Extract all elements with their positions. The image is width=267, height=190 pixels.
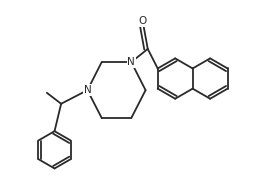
Text: N: N — [84, 85, 91, 95]
Text: O: O — [138, 16, 146, 26]
Text: N: N — [127, 57, 135, 67]
